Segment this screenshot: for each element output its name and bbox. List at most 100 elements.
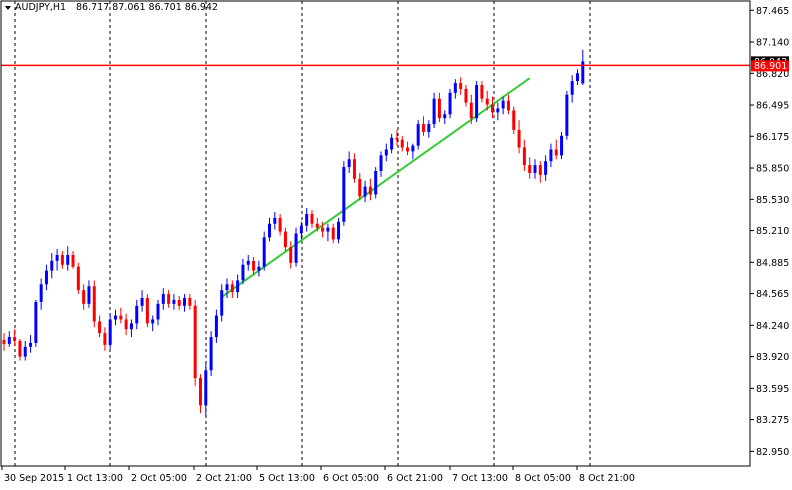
candle-body <box>119 315 123 320</box>
candle-body <box>82 290 86 304</box>
bull-candle <box>575 69 579 86</box>
candle-body <box>246 260 250 265</box>
bear-candle <box>437 92 441 123</box>
bull-candle <box>565 90 569 140</box>
bull-candle <box>50 253 54 279</box>
bear-candle <box>321 221 325 238</box>
bull-candle <box>209 331 213 377</box>
bear-candle <box>198 374 202 414</box>
bull-candle <box>241 258 245 285</box>
candle-body <box>570 81 574 95</box>
bull-candle <box>453 79 457 99</box>
bear-candle <box>358 172 362 201</box>
candle-body <box>50 260 54 271</box>
bull-candle <box>273 212 277 230</box>
candle-body <box>257 266 261 271</box>
bear-candle <box>512 106 516 134</box>
bear-candle <box>71 251 75 269</box>
candle-body <box>29 342 33 347</box>
candle-body <box>384 149 388 156</box>
bear-candle <box>145 294 149 328</box>
y-tick-label: 86.820 <box>756 69 789 80</box>
plot-frame <box>0 0 751 467</box>
candle-body <box>368 186 372 195</box>
candle-body <box>188 297 192 306</box>
x-tick-label: 8 Oct 21:00 <box>579 473 635 484</box>
bull-candle <box>326 223 330 242</box>
bear-candle <box>554 139 558 160</box>
bull-candle <box>129 319 133 338</box>
candle-body <box>305 213 309 226</box>
bull-candle <box>496 102 500 121</box>
candle-body <box>544 161 548 175</box>
bear-candle <box>469 94 473 125</box>
candle-body <box>448 92 452 115</box>
bull-candle <box>225 278 229 298</box>
bull-candle <box>342 161 346 226</box>
bear-candle <box>103 327 107 351</box>
y-tick-label: 85.210 <box>756 226 789 237</box>
candle-body <box>395 137 399 140</box>
bear-candle <box>18 339 22 361</box>
bull-candle <box>114 309 118 326</box>
candle-body <box>411 145 415 152</box>
bull-candle <box>135 299 139 330</box>
candle-body <box>549 149 553 162</box>
bull-candle <box>23 340 27 361</box>
candle-body <box>496 108 500 113</box>
x-tick-label: 7 Oct 13:00 <box>452 473 508 484</box>
candle-body <box>437 98 441 119</box>
dropdown-arrow-icon[interactable] <box>5 6 11 10</box>
candle-body <box>55 254 59 261</box>
x-tick-label: 30 Sep 2015 <box>4 473 64 484</box>
candle-body <box>459 83 463 89</box>
candle-body <box>262 237 266 267</box>
bull-candle <box>7 331 11 347</box>
candle-body <box>92 286 96 322</box>
candle-body <box>177 299 181 306</box>
candle-body <box>560 135 564 156</box>
bull-candle <box>220 284 224 322</box>
candle-body <box>241 264 245 281</box>
bull-candle <box>268 217 271 242</box>
x-tick-label: 6 Oct 05:00 <box>323 473 379 484</box>
candle-body <box>464 88 468 103</box>
bear-candle <box>177 296 181 310</box>
bull-candle <box>549 143 553 168</box>
bear-candle <box>92 280 96 328</box>
bear-candle <box>310 210 314 228</box>
bull-candle <box>156 299 160 326</box>
hline-price-marker: 86.901 <box>751 60 789 72</box>
candle-body <box>209 337 213 371</box>
candle-body <box>528 165 532 173</box>
y-tick-label: 83.920 <box>756 352 789 363</box>
bull-candle <box>183 294 187 312</box>
bull-candle <box>257 260 261 277</box>
bear-candle <box>230 280 234 298</box>
x-tick-label: 6 Oct 21:00 <box>387 473 443 484</box>
candle-body <box>485 98 489 105</box>
y-tick-label: 85.850 <box>756 164 789 175</box>
bear-candle <box>464 85 468 107</box>
x-tick-label: 5 Oct 13:00 <box>259 473 315 484</box>
bull-candle <box>379 151 383 177</box>
candle-body <box>273 217 277 224</box>
bull-candle <box>374 167 378 199</box>
candle-body <box>491 104 495 113</box>
bull-candle <box>475 81 479 123</box>
candle-body <box>204 370 208 406</box>
candle-body <box>124 319 128 330</box>
candle-body <box>183 297 187 306</box>
candle-body <box>522 147 526 166</box>
bear-candle <box>289 241 293 269</box>
bear-candle <box>252 256 256 275</box>
bull-candle <box>427 120 431 138</box>
candle-body <box>236 280 240 293</box>
candle-body <box>358 178 362 197</box>
bear-candle <box>331 223 335 244</box>
bull-candle <box>236 274 240 298</box>
candle-body <box>315 223 319 228</box>
candle-body <box>480 85 484 99</box>
candle-body <box>66 254 70 265</box>
